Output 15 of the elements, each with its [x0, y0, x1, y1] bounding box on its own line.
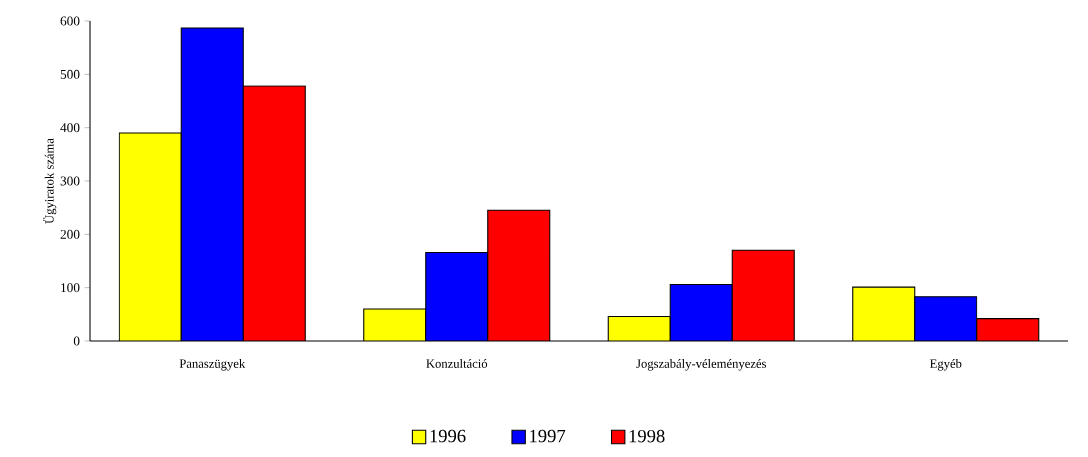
y-tick-label: 300 — [60, 176, 80, 186]
y-axis-title: Ügyiratok száma — [43, 138, 57, 224]
y-tick-label: 200 — [60, 229, 80, 239]
x-tick-label: Panaszügyek — [179, 359, 246, 371]
y-tick-label: 500 — [60, 69, 80, 79]
y-tick-label: 0 — [73, 336, 80, 346]
legend-label: 1996 — [430, 429, 466, 443]
x-tick-label: Konzultáció — [426, 359, 488, 368]
y-tick-label: 100 — [61, 283, 80, 293]
y-tick-label: 600 — [60, 16, 80, 26]
y-tick-label: 400 — [60, 123, 80, 133]
legend-label: 1998 — [629, 429, 665, 443]
x-tick-label: Egyéb — [929, 359, 962, 371]
x-tick-label: Jogszabály-véleményezés — [636, 359, 766, 371]
legend-label: 1997 — [530, 429, 566, 443]
